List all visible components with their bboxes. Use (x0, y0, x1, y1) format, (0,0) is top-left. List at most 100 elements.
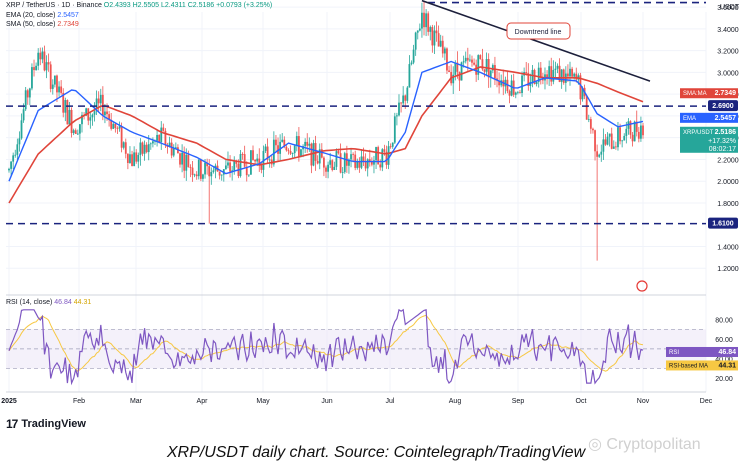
candle-body (339, 153, 342, 173)
price-chart[interactable]: 3.60003.40003.20003.00002.80002.60002.40… (0, 0, 752, 420)
candle-body (126, 153, 129, 163)
candle-body (76, 133, 79, 135)
candle-body (323, 157, 325, 168)
x-tick-label: Aug (449, 398, 462, 405)
currency-label: USDT (720, 4, 740, 11)
candle-body (373, 160, 375, 165)
candle-body (410, 62, 413, 65)
candle-body (85, 108, 88, 116)
candle-body (195, 174, 198, 177)
x-tick-label: Oct (576, 398, 587, 405)
candle-body (483, 69, 486, 72)
candle-body (87, 108, 90, 121)
candle-body (398, 102, 400, 116)
candle-body (60, 86, 63, 93)
candle-body (106, 111, 108, 115)
candle-body (348, 159, 350, 166)
candle-body (287, 150, 290, 152)
candle-body (335, 151, 338, 167)
candle-body (402, 95, 405, 104)
candle-body (114, 123, 117, 129)
chart-caption: XRP/USDT daily chart. Source: Cointelegr… (166, 444, 586, 461)
downtrend-note-text: Downtrend line (515, 29, 562, 36)
candle-body (640, 125, 642, 139)
candle-body (172, 148, 175, 156)
candle-body (285, 146, 288, 151)
candle-body (525, 72, 528, 74)
candle-body (152, 141, 154, 144)
candle-body (231, 170, 234, 172)
candle-body (500, 80, 503, 86)
candle-body (325, 167, 327, 172)
watermark: ◎ Cryptopolitan (588, 434, 701, 454)
annotations: Downtrend line 2.6900 1.6100 (506, 22, 738, 292)
candle-body (385, 151, 388, 165)
candle-body (421, 12, 423, 29)
chart-header: XRP / TetherUS · 1D · Binance O2.4393 H2… (6, 2, 272, 9)
candle-body (471, 59, 473, 63)
x-tick-label: 2025 (1, 398, 17, 405)
candle-body (546, 74, 548, 78)
candle-body (206, 162, 209, 167)
price-tag-label: XRP/USDT (683, 130, 714, 136)
candle-body (592, 128, 594, 131)
candle-body (272, 139, 275, 165)
candle-body (247, 174, 250, 176)
x-tick-label: Apr (197, 398, 209, 405)
candle-body (606, 136, 609, 145)
candle-body (14, 154, 17, 156)
candle-body (31, 67, 33, 89)
candle-body (337, 151, 340, 154)
candle-body (47, 62, 50, 65)
candle-body (35, 65, 38, 71)
candle-body (387, 146, 390, 165)
candle-body (585, 96, 588, 120)
candle-body (418, 28, 421, 31)
ema-price-tag-bg (680, 112, 738, 123)
level-upper-tag: 2.6900 (712, 103, 734, 110)
candle-body (466, 57, 469, 61)
price-tag-timer: 08:02:17 (709, 146, 736, 153)
candle-body (116, 128, 119, 129)
price-tag-value: 2.5186 (715, 129, 737, 136)
rsi-tick-label: 80.00 (715, 318, 733, 325)
ema-legend-value: 2.5457 (57, 12, 79, 19)
y-tick-label: 2.0000 (717, 179, 739, 186)
candle-body (164, 130, 167, 146)
candle-body (539, 67, 542, 78)
candle-body (158, 134, 161, 143)
candle-body (245, 166, 248, 176)
candle-body (441, 40, 444, 54)
candle-body (569, 68, 571, 77)
candle-body (58, 86, 60, 93)
rsi-ma-line (8, 314, 644, 373)
candle-body (258, 158, 261, 165)
candle-body (350, 154, 352, 160)
candle-body (28, 88, 31, 98)
sma-legend-label: SMA (50, close) (6, 21, 56, 28)
candle-body (72, 130, 75, 134)
candle-body (516, 92, 519, 94)
candle-body (567, 73, 569, 77)
candle-body (18, 138, 21, 145)
candle-body (89, 117, 92, 121)
candle-body (439, 40, 442, 47)
candle-body (414, 32, 417, 50)
x-tick-label: Jun (321, 398, 332, 405)
candle-body (433, 30, 436, 46)
rsi-tick-label: 40.00 (715, 357, 733, 364)
candle-body (24, 90, 27, 110)
candle-body (210, 171, 213, 177)
candle-body (156, 134, 158, 141)
candle-body (619, 127, 621, 142)
candle-body (446, 48, 448, 71)
y-tick-label: 2.2000 (717, 157, 739, 164)
candle-body (104, 111, 106, 116)
candle-body (254, 159, 256, 162)
candle-body (366, 159, 369, 169)
candle-body (129, 154, 131, 163)
candle-body (521, 75, 523, 94)
candle-body (456, 62, 459, 72)
candle-body (377, 147, 380, 165)
tradingview-logo[interactable]: 17 TradingView (6, 417, 86, 431)
